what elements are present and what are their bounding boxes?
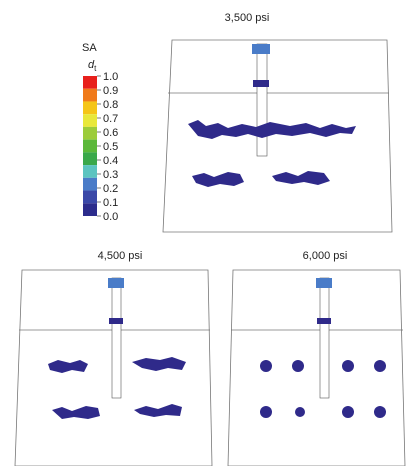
panel-label: 6,000 psi	[303, 250, 348, 262]
damage	[260, 360, 272, 372]
colorbar-swatch	[83, 127, 97, 140]
legend: SA dt 1.0 0.9 0.8 0.7 0.6 0.5 0.4 0.3 0.2 0.1 0.0	[82, 42, 118, 223]
column	[257, 44, 267, 156]
colorbar: 1.0 0.9 0.8 0.7 0.6 0.5 0.4 0.3 0.2 0.1 0.0	[83, 71, 118, 223]
panel: 6,000 psi	[228, 250, 405, 466]
colorbar-swatch	[83, 178, 97, 191]
colorbar-label: 0.5	[103, 141, 118, 153]
damage	[132, 357, 186, 371]
panel-label: 3,500 psi	[225, 12, 270, 24]
damage	[374, 360, 386, 372]
column-cap	[108, 278, 124, 288]
damage	[272, 171, 330, 185]
colorbar-label: 0.1	[103, 197, 118, 209]
damage	[109, 318, 123, 324]
column	[320, 278, 329, 398]
colorbar-swatch	[83, 165, 97, 178]
damage	[253, 80, 269, 87]
colorbar-swatch	[83, 152, 97, 165]
colorbar-label: 0.7	[103, 113, 118, 125]
colorbar-swatch	[83, 191, 97, 204]
column-cap	[252, 44, 270, 54]
damage	[342, 360, 354, 372]
colorbar-label: 0.3	[103, 169, 118, 181]
figure: SA dt 1.00.90.80.70.60.50.40.30.20.10.0 …	[0, 0, 415, 466]
damage	[317, 318, 331, 324]
colorbar-swatch	[83, 114, 97, 127]
colorbar-label: 0.0	[103, 211, 118, 223]
damage	[188, 120, 356, 139]
colorbar-label: 1.0	[103, 71, 118, 83]
damage	[134, 404, 182, 417]
panel: 4,500 psi	[15, 250, 212, 466]
colorbar-label: 0.8	[103, 99, 118, 111]
column	[112, 278, 121, 398]
colorbar-label: 0.4	[103, 155, 118, 167]
colorbar-label: 0.2	[103, 183, 118, 195]
colorbar-swatch	[83, 76, 97, 89]
colorbar-swatch	[83, 89, 97, 102]
colorbar-swatch	[83, 101, 97, 114]
panel: 3,500 psi	[163, 12, 392, 232]
panel-frame	[163, 40, 392, 232]
legend-title: SA	[82, 42, 97, 54]
damage	[260, 406, 272, 418]
legend-variable: dt	[88, 59, 97, 73]
damage	[342, 406, 354, 418]
panel-label: 4,500 psi	[98, 250, 143, 262]
column-cap	[316, 278, 332, 288]
damage	[292, 360, 304, 372]
damage	[52, 406, 100, 419]
colorbar-label: 0.9	[103, 85, 118, 97]
colorbar-swatch	[83, 140, 97, 153]
damage	[192, 172, 244, 187]
damage	[374, 406, 386, 418]
colorbar-swatch	[83, 203, 97, 216]
damage	[48, 360, 88, 373]
subscript: t	[94, 64, 97, 73]
damage	[295, 407, 305, 417]
colorbar-label: 0.6	[103, 127, 118, 139]
